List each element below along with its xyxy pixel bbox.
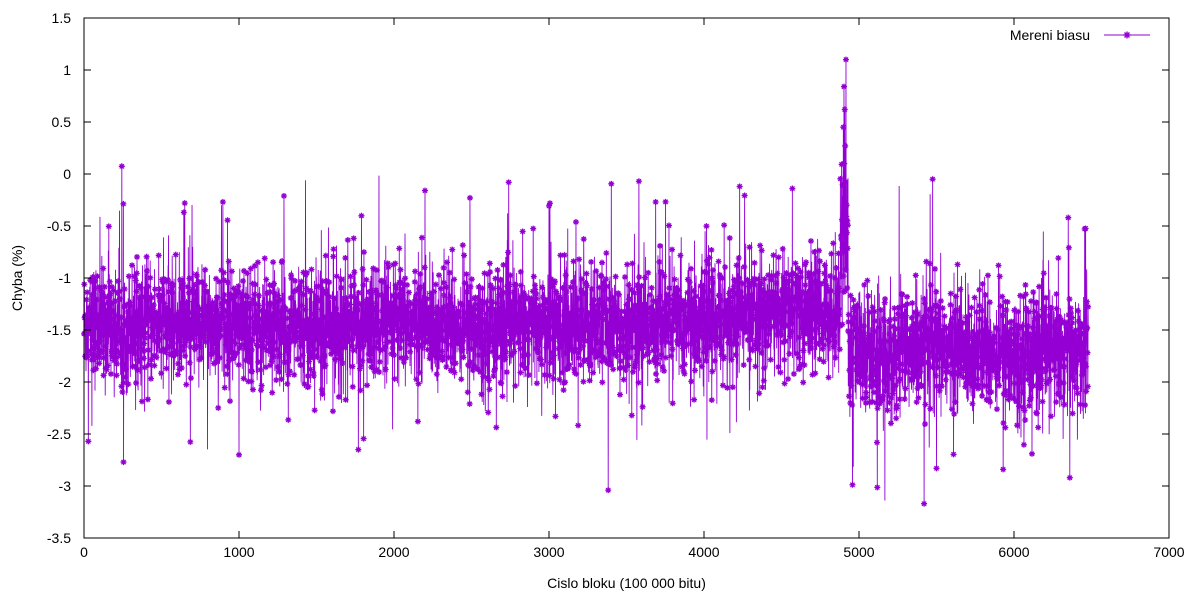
y-tick-label: -3.5 [47,530,71,546]
series-markers [81,56,1092,507]
y-axis-label: Chyba (%) [9,245,25,311]
legend-marker [1123,31,1131,39]
x-tick-label: 3000 [533,544,564,560]
x-tick-label: 2000 [378,544,409,560]
y-tick-label: 0 [63,166,71,182]
legend-label: Mereni biasu [1010,27,1090,43]
y-tick-label: 1.5 [52,10,72,26]
x-tick-label: 7000 [1153,544,1184,560]
y-tick-label: -1.5 [47,322,71,338]
ticks-layer: 0 1000 2000 3000 4000 5000 6000 7000 -3.5 -3 -2.5 -… [47,10,1185,560]
y-tick-label: -0.5 [47,218,71,234]
y-tick-label: -2.5 [47,426,71,442]
x-tick-label: 5000 [843,544,874,560]
x-tick-label: 0 [80,544,88,560]
y-tick-label: -3 [59,478,72,494]
x-tick-label: 6000 [998,544,1029,560]
y-tick-label: 1 [63,62,71,78]
y-tick-label: -2 [59,374,72,390]
y-tick-label: 0.5 [52,114,72,130]
series-layer [81,56,1092,507]
x-axis-label: Cislo bloku (100 000 bitu) [547,575,706,591]
legend: Mereni biasu [1010,27,1150,43]
x-tick-label: 4000 [688,544,719,560]
y-tick-label: -1 [59,270,72,286]
x-tick-label: 1000 [223,544,254,560]
